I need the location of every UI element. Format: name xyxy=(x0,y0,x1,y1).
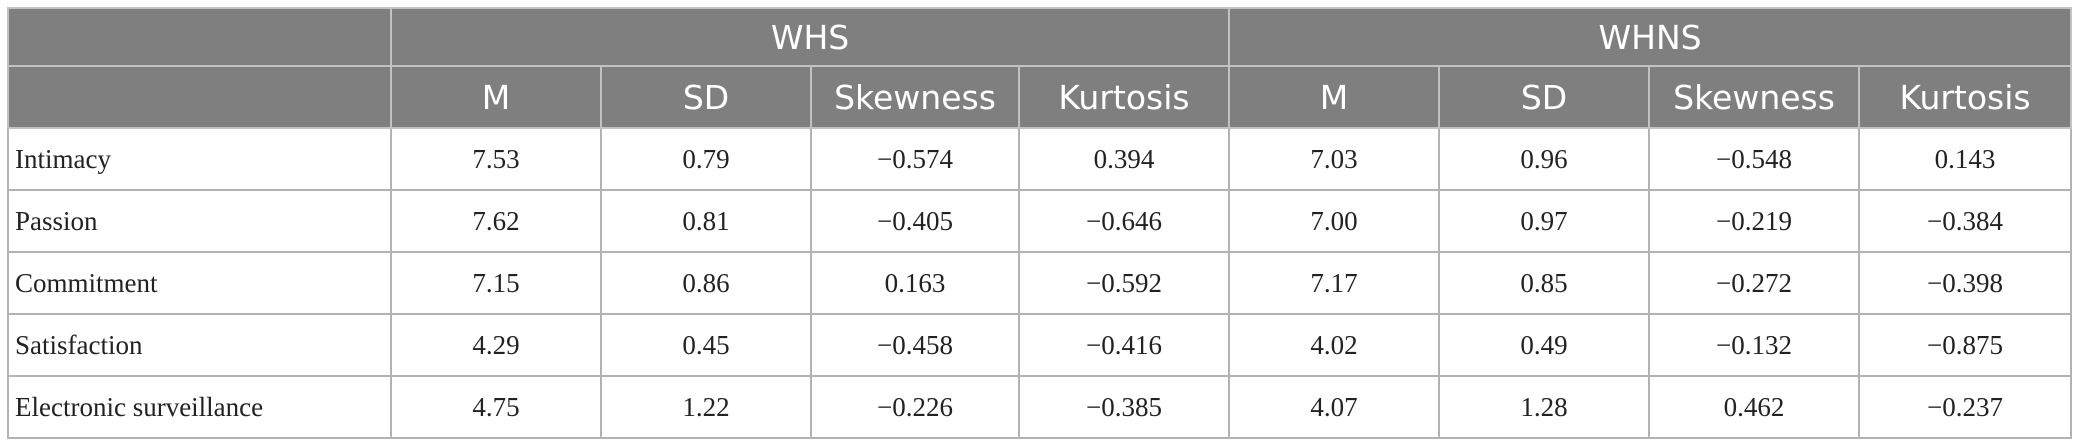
row-label: Commitment xyxy=(7,251,392,315)
table-cell: 0.79 xyxy=(600,127,812,191)
table-cell: −0.875 xyxy=(1858,313,2073,377)
table-cell: 0.394 xyxy=(1017,127,1231,191)
row-label: Passion xyxy=(7,189,392,253)
descriptive-statistics-table: WHS WHNS M SD Skewness Kurtosis M SD Ske… xyxy=(7,7,2073,439)
corner-header-cell xyxy=(7,7,392,67)
table-cell: −0.398 xyxy=(1858,251,2073,315)
column-header-whs-sd: SD xyxy=(600,65,812,129)
table-cell: −0.574 xyxy=(810,127,1020,191)
table-cell: 1.28 xyxy=(1438,375,1651,439)
table-cell: 4.29 xyxy=(390,313,602,377)
column-header-whns-sd: SD xyxy=(1438,65,1651,129)
table-cell: 4.75 xyxy=(390,375,602,439)
row-label: Intimacy xyxy=(7,127,392,191)
table-cell: −0.226 xyxy=(810,375,1020,439)
table-cell: −0.219 xyxy=(1648,189,1861,253)
table-row: Commitment 7.15 0.86 0.163 −0.592 7.17 0… xyxy=(7,251,2073,315)
table-cell: −0.385 xyxy=(1017,375,1231,439)
table-cell: 0.81 xyxy=(600,189,812,253)
table-cell: −0.416 xyxy=(1017,313,1231,377)
table-cell: 0.163 xyxy=(810,251,1020,315)
table-cell: 7.03 xyxy=(1228,127,1441,191)
table-row: Satisfaction 4.29 0.45 −0.458 −0.416 4.0… xyxy=(7,313,2073,377)
table-cell: −0.132 xyxy=(1648,313,1861,377)
group-header-whs: WHS xyxy=(389,7,1231,67)
column-header-row: M SD Skewness Kurtosis M SD Skewness Kur… xyxy=(7,65,2073,129)
table-cell: 0.45 xyxy=(600,313,812,377)
table-cell: 1.22 xyxy=(600,375,812,439)
column-header-whns-skewness: Skewness xyxy=(1648,65,1861,129)
group-header-row: WHS WHNS xyxy=(7,7,2073,67)
table-row: Electronic surveillance 4.75 1.22 −0.226… xyxy=(7,375,2073,439)
table-cell: −0.646 xyxy=(1017,189,1231,253)
table-cell: −0.384 xyxy=(1858,189,2073,253)
table-cell: −0.592 xyxy=(1017,251,1231,315)
table-cell: 7.53 xyxy=(390,127,602,191)
table-cell: 7.15 xyxy=(390,251,602,315)
table-cell: 0.143 xyxy=(1858,127,2073,191)
group-header-whns: WHNS xyxy=(1228,7,2073,67)
table-cell: 0.462 xyxy=(1648,375,1861,439)
table-cell: 0.86 xyxy=(600,251,812,315)
table-cell: −0.458 xyxy=(810,313,1020,377)
table-cell: −0.405 xyxy=(810,189,1020,253)
table-cell: 7.62 xyxy=(390,189,602,253)
column-header-whns-m: M xyxy=(1228,65,1441,129)
table-cell: 4.02 xyxy=(1228,313,1441,377)
table-cell: 0.49 xyxy=(1438,313,1651,377)
table-cell: 0.85 xyxy=(1438,251,1651,315)
table-cell: 0.97 xyxy=(1438,189,1651,253)
table-cell: 7.17 xyxy=(1228,251,1441,315)
column-header-whns-kurtosis: Kurtosis xyxy=(1858,65,2073,129)
table-row: Intimacy 7.53 0.79 −0.574 0.394 7.03 0.9… xyxy=(7,127,2073,191)
table-row: Passion 7.62 0.81 −0.405 −0.646 7.00 0.9… xyxy=(7,189,2073,253)
table-cell: −0.548 xyxy=(1648,127,1861,191)
row-label: Satisfaction xyxy=(7,313,392,377)
row-label: Electronic surveillance xyxy=(7,375,392,439)
column-header-blank xyxy=(7,65,392,129)
table-cell: 7.00 xyxy=(1228,189,1441,253)
column-header-whs-m: M xyxy=(390,65,602,129)
column-header-whs-kurtosis: Kurtosis xyxy=(1017,65,1231,129)
table-cell: 4.07 xyxy=(1228,375,1441,439)
column-header-whs-skewness: Skewness xyxy=(810,65,1020,129)
table-cell: 0.96 xyxy=(1438,127,1651,191)
table-cell: −0.237 xyxy=(1858,375,2073,439)
table-cell: −0.272 xyxy=(1648,251,1861,315)
